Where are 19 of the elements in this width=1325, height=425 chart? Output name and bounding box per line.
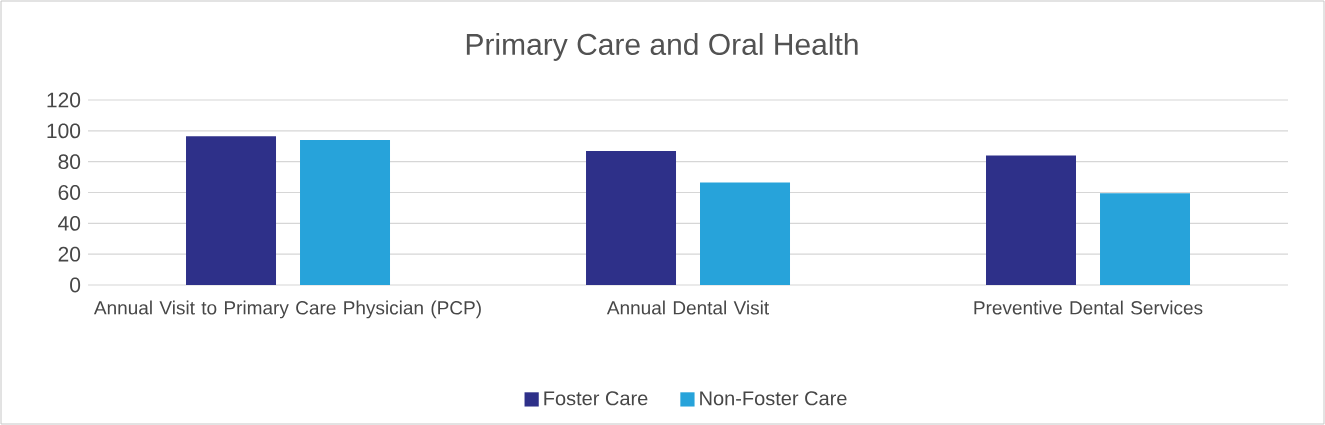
- bar: [186, 136, 277, 285]
- y-tick-label: 40: [58, 215, 81, 231]
- bar: [986, 155, 1077, 285]
- bar: [1100, 193, 1191, 285]
- bar: [300, 140, 391, 285]
- y-tick-label: 80: [58, 154, 81, 170]
- y-tick-label: 120: [47, 92, 81, 108]
- bar: [586, 150, 677, 285]
- legend-label: Foster Care: [544, 391, 648, 406]
- chart-title: Primary Care and Oral Health: [466, 33, 858, 61]
- y-tick-label: 0: [70, 277, 81, 293]
- x-tick-label: Annual Visit to Primary Care Physician (PCP): [93, 300, 481, 319]
- y-tick-label: 60: [58, 185, 81, 200]
- x-tick-label: Annual Dental Visit: [606, 300, 769, 315]
- y-tick-label: 100: [47, 123, 81, 139]
- bar: [700, 182, 791, 285]
- legend-label: Non-Foster Care: [700, 391, 847, 406]
- y-tick-label: 20: [58, 246, 81, 262]
- x-tick-label: Preventive Dental Services: [974, 300, 1203, 315]
